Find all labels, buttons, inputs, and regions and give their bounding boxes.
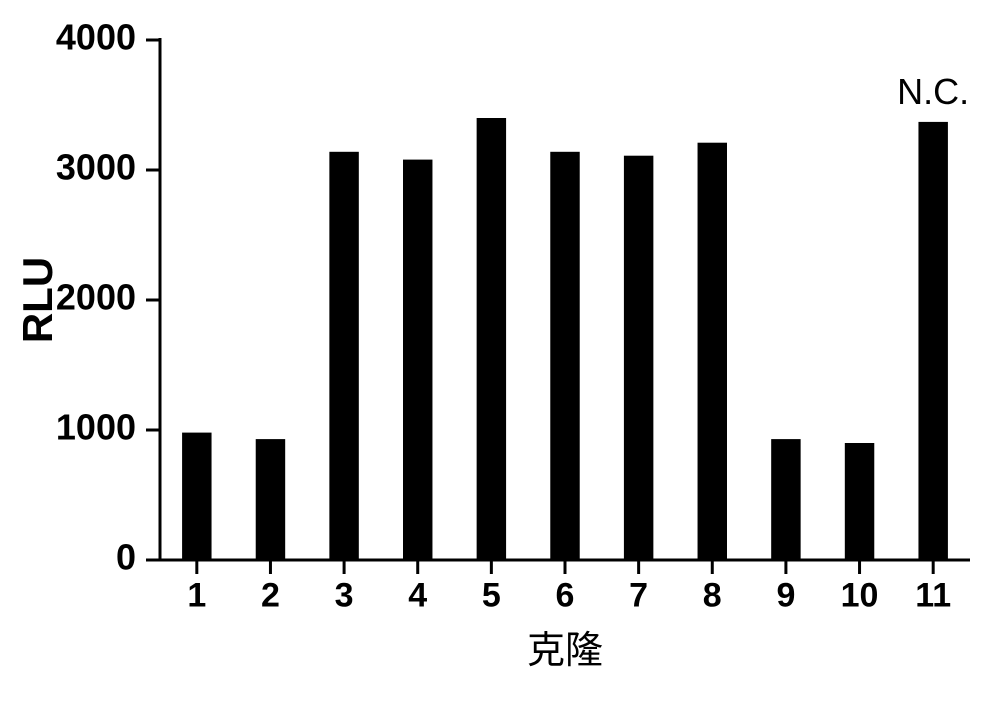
bar — [403, 160, 432, 560]
bar-chart: 0 1000 2000 3000 4000 RLU 1 2 3 4 5 6 7 8 9 10 11 克隆 N.C. — [0, 0, 1000, 708]
x-tick-label: 6 — [556, 576, 575, 614]
annotation-nc: N.C. — [897, 71, 969, 112]
bar — [845, 443, 874, 560]
y-tick-label: 1000 — [56, 407, 136, 448]
bar — [624, 156, 653, 560]
y-tick-label: 0 — [116, 537, 136, 578]
x-tick-label: 7 — [629, 576, 648, 614]
x-tick-label: 1 — [187, 576, 206, 614]
x-tick-label: 11 — [915, 576, 951, 614]
y-tick-label: 4000 — [56, 17, 136, 58]
x-tick-label: 5 — [482, 576, 501, 614]
x-tick-label: 8 — [703, 576, 722, 614]
x-tick-label: 10 — [841, 576, 879, 614]
x-tick-label: 9 — [776, 576, 795, 614]
x-tick-label: 2 — [261, 576, 280, 614]
y-axis-label: RLU — [14, 257, 61, 343]
y-tick-label: 2000 — [56, 277, 136, 318]
y-tick-label: 3000 — [56, 147, 136, 188]
bar — [918, 122, 947, 560]
bar — [256, 439, 285, 560]
bar — [182, 433, 211, 560]
x-tick-label: 3 — [335, 576, 354, 614]
bar — [477, 118, 506, 560]
bar — [550, 152, 579, 560]
chart-svg: 0 1000 2000 3000 4000 RLU 1 2 3 4 5 6 7 8 9 10 11 克隆 N.C. — [0, 0, 1000, 708]
bar — [771, 439, 800, 560]
x-axis-label: 克隆 — [527, 630, 603, 672]
x-tick-label: 4 — [408, 576, 427, 614]
bar — [329, 152, 358, 560]
bar — [698, 143, 727, 560]
